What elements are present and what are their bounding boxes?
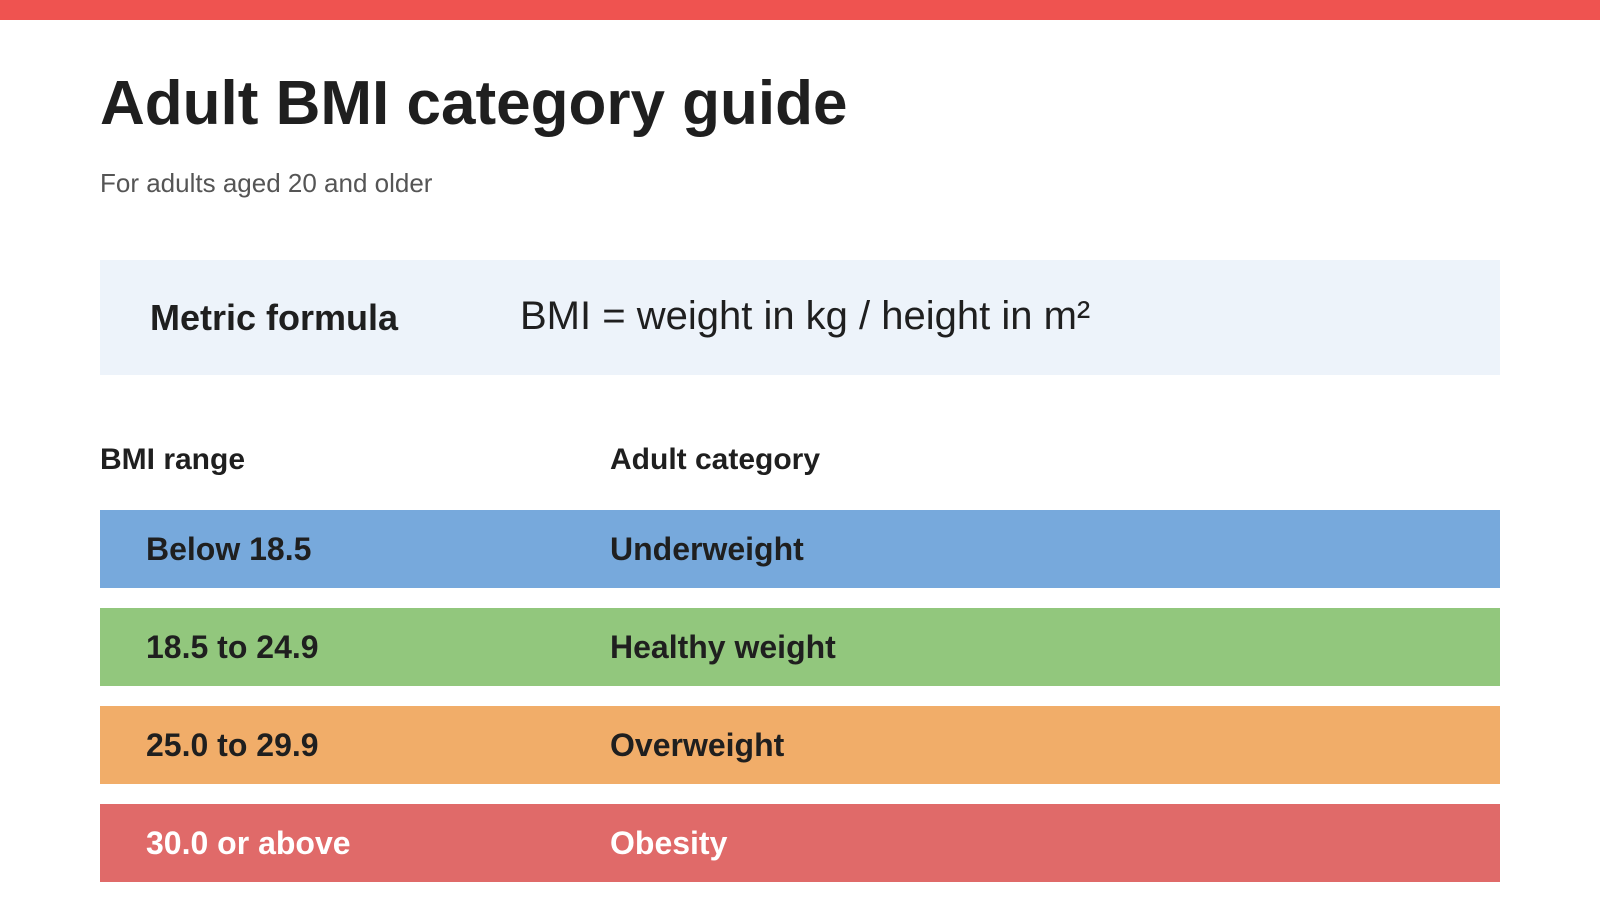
category-cell: Obesity: [610, 825, 728, 861]
top-accent-bar: [0, 0, 1600, 20]
bmi-range-cell: 25.0 to 29.9: [146, 727, 319, 763]
bmi-range-cell: 30.0 or above: [146, 825, 351, 861]
bmi-range-header: BMI range: [100, 443, 246, 476]
metric-formula-panel: Metric formula BMI = weight in kg / heig…: [100, 260, 1500, 375]
adult-category-header: Adult category: [610, 443, 821, 476]
category-row-obesity: 30.0 or above Obesity: [100, 804, 1500, 882]
table-header: BMI range Adult category: [100, 442, 1500, 478]
category-row-overweight: 25.0 to 29.9 Overweight: [100, 706, 1500, 784]
formula-label: Metric formula: [150, 297, 399, 338]
category-cell: Underweight: [610, 531, 804, 567]
bmi-range-cell: Below 18.5: [146, 531, 312, 567]
bmi-range-cell: 18.5 to 24.9: [146, 629, 319, 665]
category-cell: Healthy weight: [610, 629, 836, 665]
category-cell: Overweight: [610, 727, 785, 763]
bmi-category-table: Below 18.5 Underweight 18.5 to 24.9 Heal…: [100, 510, 1500, 900]
category-row-underweight: Below 18.5 Underweight: [100, 510, 1500, 588]
page-title: Adult BMI category guide: [100, 69, 848, 138]
category-row-healthy-weight: 18.5 to 24.9 Healthy weight: [100, 608, 1500, 686]
page-subtitle: For adults aged 20 and older: [100, 168, 433, 198]
formula-text: BMI = weight in kg / height in m²: [520, 294, 1091, 338]
